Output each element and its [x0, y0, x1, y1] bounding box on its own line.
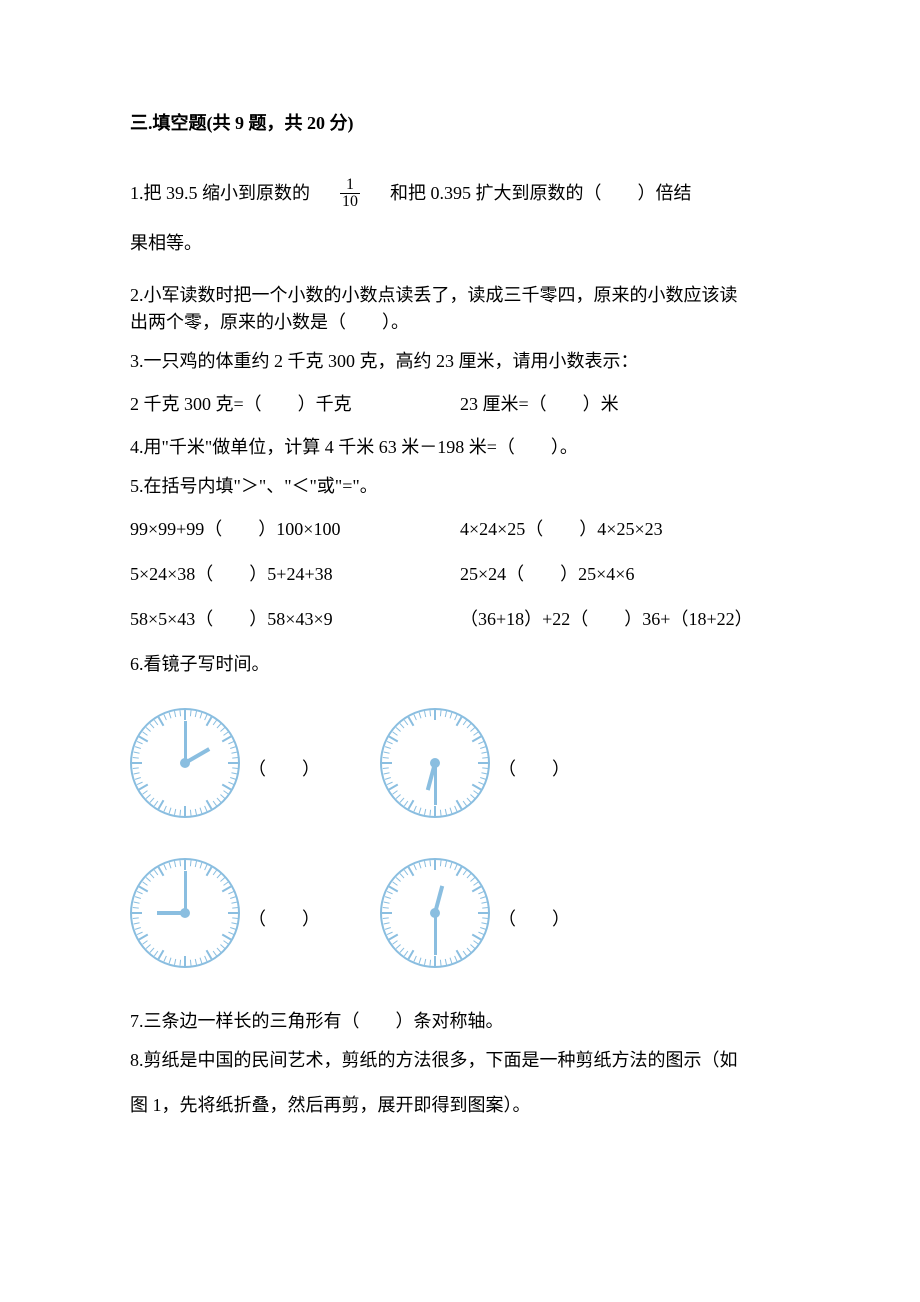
section-title: 三.填空题(共 9 题，共 20 分): [130, 110, 790, 137]
q1-line2: 果相等。: [130, 230, 790, 257]
q2-line2: 出两个零，原来的小数是（ ）。: [130, 309, 790, 336]
q1-fraction: 1 10: [340, 177, 360, 210]
fraction-denominator: 10: [340, 193, 360, 210]
q8-line2: 图 1，先将纸折叠，然后再剪，展开即得到图案）。: [130, 1092, 790, 1119]
q1-part2: 和把 0.395 扩大到原数的（ ）倍结: [390, 180, 692, 207]
q5-r1-left: 5×24×38（ ）5+24+38: [130, 561, 460, 588]
q5-intro: 5.在括号内填"＞"、"＜"或"="。: [130, 473, 790, 500]
clock-4: [380, 858, 490, 968]
clock-1: [130, 708, 240, 818]
clock-2: [380, 708, 490, 818]
clock-group-1: （ ）: [130, 708, 320, 818]
clock-2-blank: （ ）: [498, 756, 570, 783]
clock-row-2: （ ） （ ）: [130, 858, 790, 968]
clock-row-1: （ ） （ ）: [130, 708, 790, 818]
question-5: 5.在括号内填"＞"、"＜"或"="。 99×99+99（ ）100×100 4…: [130, 473, 790, 633]
clock-3-blank: （ ）: [248, 906, 320, 933]
question-7: 7.三条边一样长的三角形有（ ）条对称轴。: [130, 1008, 790, 1035]
question-8: 8.剪纸是中国的民间艺术，剪纸的方法很多，下面是一种剪纸方法的图示（如 图 1，…: [130, 1047, 790, 1119]
q5-r1-right: 25×24（ ）25×4×6: [460, 561, 790, 588]
q5-r2-right: （36+18）+22（ ）36+（18+22）: [460, 606, 790, 633]
question-2: 2.小军读数时把一个小数的小数点读丢了，读成三千零四，原来的小数应该读 出两个零…: [130, 282, 790, 336]
clock-1-blank: （ ）: [248, 756, 320, 783]
question-1: 1.把 39.5 缩小到原数的 1 10 和把 0.395 扩大到原数的（ ）倍…: [130, 177, 790, 210]
q5-r0-right: 4×24×25（ ）4×25×23: [460, 516, 790, 543]
clock-4-blank: （ ）: [498, 906, 570, 933]
q6-intro: 6.看镜子写时间。: [130, 651, 790, 678]
q8-line1: 8.剪纸是中国的民间艺术，剪纸的方法很多，下面是一种剪纸方法的图示（如: [130, 1047, 790, 1074]
q2-line1: 2.小军读数时把一个小数的小数点读丢了，读成三千零四，原来的小数应该读: [130, 282, 790, 309]
question-3: 3.一只鸡的体重约 2 千克 300 克，高约 23 厘米，请用小数表示： 2 …: [130, 348, 790, 418]
q3-line1: 3.一只鸡的体重约 2 千克 300 克，高约 23 厘米，请用小数表示：: [130, 348, 790, 375]
fraction-numerator: 1: [344, 177, 356, 193]
q5-r2-left: 58×5×43（ ）58×43×9: [130, 606, 460, 633]
clock-group-4: （ ）: [380, 858, 570, 968]
q3-conv1: 2 千克 300 克=（ ）千克: [130, 391, 460, 418]
question-4: 4.用"千米"做单位，计算 4 千米 63 米－198 米=（ ）。: [130, 434, 790, 461]
question-6: 6.看镜子写时间。 （ ） （ ） （ ） （ ）: [130, 651, 790, 968]
clock-3: [130, 858, 240, 968]
clock-group-3: （ ）: [130, 858, 320, 968]
q3-conv2: 23 厘米=（ ）米: [460, 391, 790, 418]
clock-group-2: （ ）: [380, 708, 570, 818]
q1-part1: 1.把 39.5 缩小到原数的: [130, 180, 310, 207]
q5-r0-left: 99×99+99（ ）100×100: [130, 516, 460, 543]
